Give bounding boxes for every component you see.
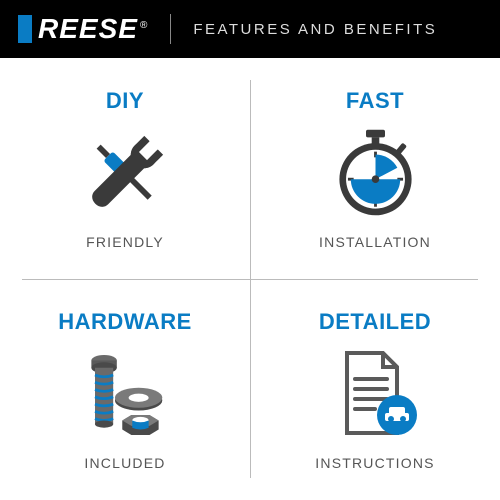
title-fast: FAST bbox=[346, 88, 404, 114]
feature-grid: DIY FRIENDLY FAST bbox=[0, 58, 500, 500]
subtitle-hardware: INCLUDED bbox=[84, 455, 165, 471]
header-divider bbox=[170, 14, 171, 44]
cell-diy: DIY FRIENDLY bbox=[0, 58, 250, 279]
subtitle-detailed: INSTRUCTIONS bbox=[315, 455, 434, 471]
boltnut-icon bbox=[75, 345, 175, 445]
title-diy: DIY bbox=[106, 88, 144, 114]
cell-hardware: HARDWARE bbox=[0, 279, 250, 500]
document-icon bbox=[325, 345, 425, 445]
tools-icon bbox=[75, 124, 175, 224]
stopwatch-icon bbox=[325, 124, 425, 224]
header-bar: REESE® FEATURES AND BENEFITS bbox=[0, 0, 500, 58]
header-tagline: FEATURES AND BENEFITS bbox=[193, 21, 437, 38]
brand-name: REESE® bbox=[38, 13, 148, 45]
cell-detailed: DETAILED INSTRUCTIONS bbox=[250, 279, 500, 500]
subtitle-diy: FRIENDLY bbox=[86, 234, 164, 250]
logo-block bbox=[18, 15, 32, 43]
title-hardware: HARDWARE bbox=[58, 309, 192, 335]
cell-fast: FAST INSTALLATION bbox=[250, 58, 500, 279]
subtitle-fast: INSTALLATION bbox=[319, 234, 431, 250]
title-detailed: DETAILED bbox=[319, 309, 431, 335]
